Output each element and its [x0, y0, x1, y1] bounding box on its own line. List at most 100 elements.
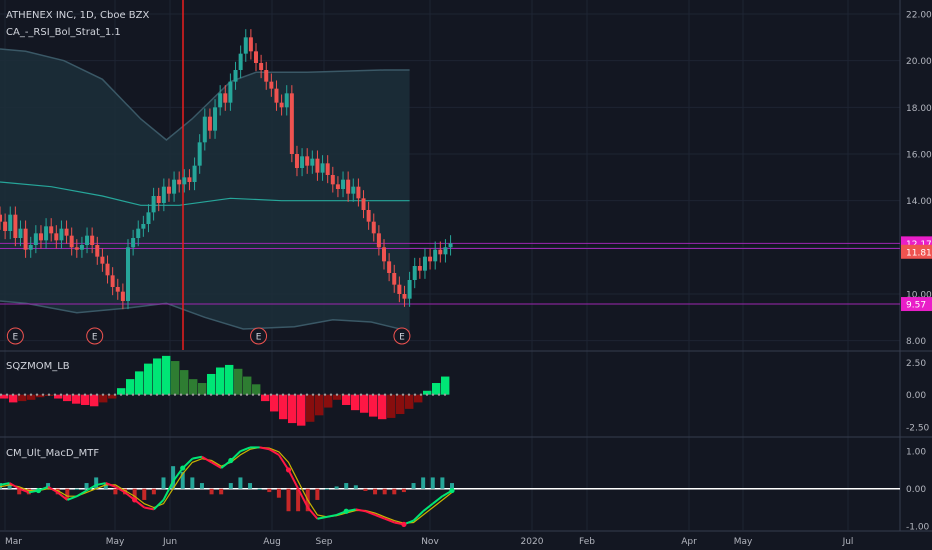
macd-line-seg-23 [211, 461, 222, 469]
candle-body-54 [274, 88, 279, 103]
macd-hist-31 [296, 488, 301, 512]
candle-body-87 [443, 247, 448, 255]
candle-body-50 [254, 51, 258, 63]
sqz-bar-22 [198, 383, 207, 395]
macd-hist-28 [267, 488, 272, 493]
macd-line-seg-35 [326, 513, 337, 518]
macd-line-seg-19 [172, 467, 184, 482]
candle-body-22 [110, 275, 115, 287]
sqz-dot-11 [65, 393, 69, 396]
macd-line-seg-17 [153, 499, 165, 511]
sqz-dot-44 [263, 393, 267, 396]
price-tick-5: 18.00 [906, 104, 932, 114]
macd-line-seg-1 [0, 482, 10, 486]
candle-body-20 [100, 256, 105, 264]
earnings-marker-0 [6, 327, 24, 345]
sqz-dot-40 [239, 393, 243, 396]
sqz-dot-15 [89, 393, 93, 396]
candle-body-8 [38, 233, 43, 241]
sqz-bar-32 [288, 394, 297, 424]
price-tick-6: 20.00 [906, 57, 932, 67]
sqz-indicator-label[interactable]: SQZMOM_LB [6, 361, 70, 372]
sqz-dot-5 [29, 393, 33, 396]
sqz-dot-65 [389, 393, 393, 396]
sqz-bar-20 [180, 370, 189, 395]
sqz-dot-18 [107, 393, 111, 396]
candle-body-57 [289, 93, 294, 154]
macd-hist-29 [276, 488, 281, 498]
indicator-label[interactable]: CA_-_RSI_Bol_Strat_1.1 [6, 27, 121, 38]
macd-indicator-label[interactable]: CM_Ult_MacD_MTF [6, 448, 100, 459]
candle-body-31 [156, 196, 161, 203]
candle-body-67 [341, 179, 346, 189]
sqz-bar-26 [234, 368, 243, 395]
sqz-bar-25 [225, 364, 234, 395]
candle-body-86 [438, 249, 443, 255]
sqz-bar-48 [432, 383, 441, 395]
macd-hist-1 [7, 483, 12, 489]
sqz-bar-1 [9, 394, 18, 403]
candle-body-45 [228, 81, 233, 103]
sqz-dot-66 [395, 393, 399, 396]
candle-body-10 [49, 226, 54, 234]
sqz-dot-45 [269, 393, 273, 396]
sqz-dot-60 [359, 393, 363, 396]
sqz-dot-34 [203, 393, 207, 396]
sqz-tick-2: -2.50 [906, 423, 930, 433]
macd-line-seg-11 [95, 482, 106, 486]
candle-body-23 [115, 287, 120, 292]
macd-line-seg-41 [384, 517, 395, 524]
macd-line-seg-16 [144, 506, 155, 511]
candle-body-53 [269, 81, 274, 89]
time-label-1: May [106, 537, 125, 547]
macd-hist-37 [353, 485, 358, 489]
sqz-dot-47 [281, 393, 285, 396]
sqz-bar-15 [135, 371, 144, 395]
candle-body-75 [382, 247, 386, 262]
candle-body-58 [294, 154, 299, 168]
candle-body-85 [433, 249, 438, 262]
candle-body-88 [448, 243, 453, 248]
sqz-bar-9 [81, 394, 90, 405]
sqz-dot-50 [299, 393, 303, 396]
sqz-dot-52 [311, 393, 315, 396]
candle-body-15 [74, 247, 79, 250]
sqz-dot-30 [179, 393, 183, 396]
candle-body-69 [351, 186, 356, 194]
macd-hist-20 [190, 477, 195, 489]
sqz-bar-31 [279, 394, 288, 420]
macd-line-seg-13 [114, 485, 126, 494]
sqz-dot-24 [143, 393, 147, 396]
candle-body-64 [325, 163, 330, 175]
sqz-dot-43 [257, 393, 261, 396]
sqz-dot-67 [401, 393, 405, 396]
sqz-dot-42 [251, 393, 255, 396]
candle-body-44 [223, 93, 228, 103]
candle-body-73 [371, 221, 376, 234]
symbol-title[interactable]: ATHENEX INC, 1D, Cboe BZX [6, 10, 150, 21]
sqz-dot-13 [77, 393, 81, 396]
sqz-dot-62 [371, 393, 375, 396]
macd-cross-dot-6 [401, 521, 407, 527]
candle-body-71 [361, 198, 366, 210]
sqz-bar-6 [54, 394, 63, 399]
macd-hist-24 [228, 483, 233, 489]
candle-body-83 [422, 256, 427, 271]
candle-body-78 [397, 284, 402, 294]
sqz-bar-4 [36, 394, 45, 398]
macd-hist-34 [324, 488, 329, 490]
sqz-dot-21 [125, 393, 129, 396]
macd-line-seg-26 [240, 446, 251, 453]
sqz-bar-44 [396, 394, 405, 415]
macd-cross-dot-3 [228, 457, 234, 464]
sqz-dot-20 [119, 393, 123, 396]
earnings-marker-2 [250, 327, 268, 345]
sqz-bar-12 [108, 394, 117, 399]
sqz-dot-6 [35, 393, 39, 396]
time-label-10: Jul [842, 537, 854, 547]
candle-body-74 [376, 233, 381, 248]
sqz-bar-17 [153, 358, 162, 395]
macd-hist-22 [209, 488, 214, 495]
